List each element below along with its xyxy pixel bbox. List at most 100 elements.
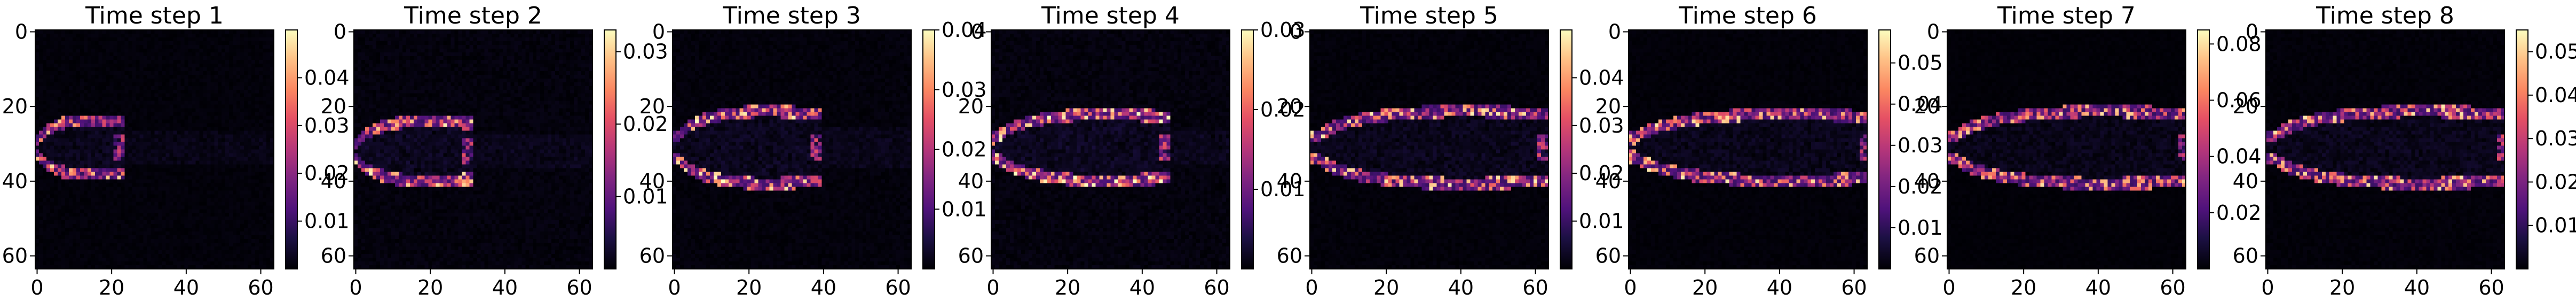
heatmap-panel: Time step 10 20 40 6002040600.040.030.020.0… — [2, 2, 350, 299]
y-tick-label: 20 — [2233, 95, 2258, 118]
colorbar-tick-label: 0.03 — [2535, 127, 2576, 150]
colorbar-tick-label: 0.01 — [2535, 214, 2576, 237]
x-tick-label: 0 — [1942, 276, 1955, 299]
colorbar-tick-label: 0.01 — [1898, 216, 1943, 240]
colorbar-tick-label: 0.05 — [2535, 40, 2576, 64]
panel-title: Time step 8 — [2316, 2, 2454, 29]
heatmap-cells — [1310, 30, 1548, 269]
x-tick-label: 40 — [2085, 276, 2111, 299]
colorbar — [1242, 30, 1253, 269]
x-tick-label: 40 — [1448, 276, 1474, 299]
colorbar-tick-label: 0.04 — [1579, 66, 1624, 89]
colorbar — [1879, 30, 1891, 269]
y-tick-label: 0 — [652, 20, 665, 43]
x-tick-label: 20 — [99, 276, 124, 299]
x-tick-label: 0 — [1305, 276, 1318, 299]
y-tick-label: 0 — [1927, 20, 1940, 43]
x-tick-label: 20 — [1692, 276, 1718, 299]
x-tick-label: 40 — [492, 276, 518, 299]
colorbar — [2198, 30, 2209, 269]
y-tick-label: 0 — [334, 20, 346, 43]
panel-title: Time step 6 — [1678, 2, 1817, 29]
y-tick-label: 60 — [1595, 244, 1621, 268]
colorbar — [2516, 30, 2528, 269]
heatmap-panel: Time step 60 20 40 6002040600.050.040.030.0… — [1595, 2, 1943, 299]
y-tick-label: 40 — [321, 169, 346, 193]
heatmap-cells — [354, 30, 592, 269]
x-tick-label: 20 — [2329, 276, 2355, 299]
y-tick-label: 20 — [639, 95, 665, 118]
colorbar-tick-label: 0.02 — [2216, 201, 2262, 225]
x-tick-label: 0 — [349, 276, 362, 299]
x-tick-label: 60 — [885, 276, 911, 299]
y-tick-label: 60 — [321, 244, 346, 268]
heatmap-cells — [1629, 30, 1867, 269]
y-tick-label: 0 — [971, 20, 984, 43]
x-tick-label: 0 — [986, 276, 999, 299]
colorbar-tick-label: 0.04 — [2216, 145, 2262, 168]
x-tick-label: 40 — [2404, 276, 2430, 299]
y-tick-label: 60 — [1914, 244, 1940, 268]
x-tick-label: 0 — [30, 276, 43, 299]
heatmap-panel: Time step 30 20 40 6002040600.040.030.020.0… — [639, 2, 987, 299]
x-tick-label: 60 — [2478, 276, 2504, 299]
colorbar-tick-label: 0.01 — [1579, 210, 1624, 233]
colorbar-tick-label: 0.04 — [304, 66, 350, 89]
heatmap-panel: Time step 70 20 40 6002040600.080.060.040.0… — [1914, 2, 2262, 299]
x-tick-label: 20 — [736, 276, 762, 299]
heatmap-cells — [991, 30, 1230, 269]
colorbar-tick-label: 0.04 — [2535, 83, 2576, 107]
x-tick-label: 0 — [668, 276, 681, 299]
colorbar-tick-label: 0.02 — [942, 138, 987, 161]
colorbar — [286, 30, 297, 269]
panel-title: Time step 3 — [722, 2, 861, 29]
y-tick-label: 20 — [1595, 95, 1621, 118]
y-tick-label: 0 — [15, 20, 28, 43]
y-tick-label: 0 — [2246, 20, 2258, 43]
colorbar-tick-label: 0.01 — [942, 197, 987, 221]
y-tick-label: 60 — [2233, 244, 2258, 268]
y-tick-label: 20 — [1277, 95, 1302, 118]
colorbar — [1560, 30, 1572, 269]
heatmap-cells — [2266, 30, 2504, 269]
colorbar — [604, 30, 616, 269]
heatmap-cells — [1947, 30, 2186, 269]
panel-title: Time step 1 — [85, 2, 224, 29]
x-tick-label: 0 — [2261, 276, 2274, 299]
y-tick-label: 20 — [321, 95, 346, 118]
panel-title: Time step 2 — [404, 2, 542, 29]
x-tick-label: 40 — [1767, 276, 1792, 299]
x-tick-label: 60 — [1522, 276, 1548, 299]
x-tick-label: 40 — [811, 276, 836, 299]
x-tick-label: 60 — [1841, 276, 1867, 299]
panel-title: Time step 4 — [1041, 2, 1180, 29]
panel-title: Time step 7 — [1997, 2, 2136, 29]
y-tick-label: 60 — [1277, 244, 1302, 268]
y-tick-label: 0 — [1608, 20, 1621, 43]
y-tick-label: 20 — [1914, 95, 1940, 118]
y-tick-label: 60 — [2, 244, 28, 268]
x-tick-label: 20 — [2011, 276, 2036, 299]
y-tick-label: 60 — [958, 244, 984, 268]
colorbar — [923, 30, 935, 269]
x-tick-label: 40 — [1129, 276, 1155, 299]
x-tick-label: 60 — [566, 276, 592, 299]
heatmap-panel: Time step 80 20 40 6002040600.050.040.030.0… — [2233, 2, 2576, 299]
x-tick-label: 20 — [1373, 276, 1399, 299]
y-tick-label: 60 — [639, 244, 665, 268]
colorbar-tick-label: 0.01 — [304, 210, 350, 233]
y-tick-label: 40 — [958, 169, 984, 193]
y-tick-label: 40 — [639, 169, 665, 193]
colorbar-tick-label: 0.05 — [1898, 51, 1943, 75]
colorbar-tick-label: 0.03 — [1898, 134, 1943, 157]
y-tick-label: 40 — [2, 169, 28, 193]
x-tick-label: 60 — [248, 276, 273, 299]
y-tick-label: 40 — [1914, 169, 1940, 193]
y-tick-label: 0 — [1290, 20, 1302, 43]
y-tick-label: 20 — [2, 95, 28, 118]
x-tick-label: 0 — [1624, 276, 1637, 299]
x-tick-label: 60 — [1204, 276, 1229, 299]
